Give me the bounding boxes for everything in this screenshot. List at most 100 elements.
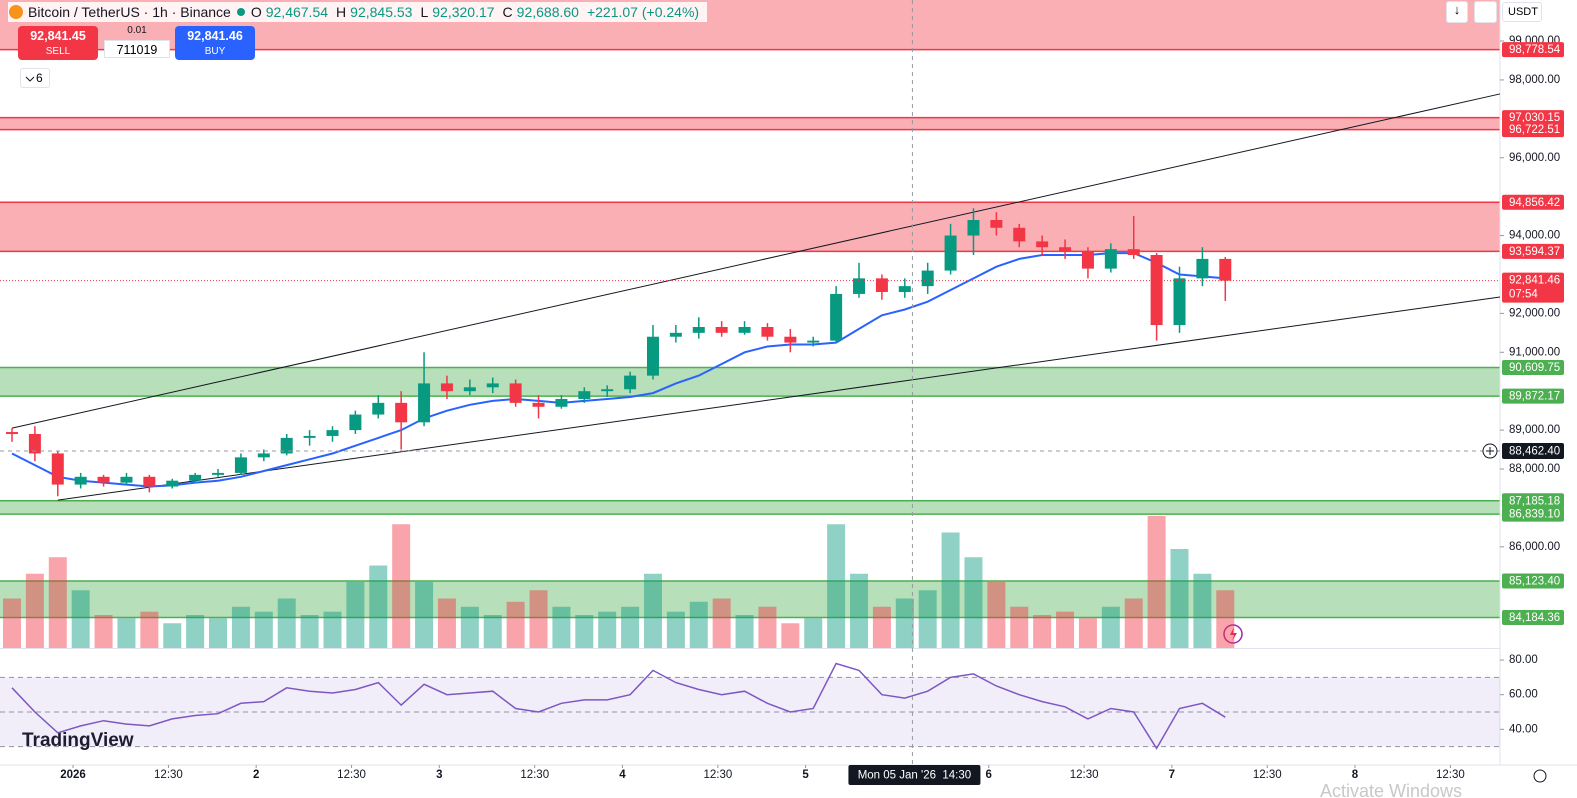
volume-bar — [369, 565, 388, 648]
zone-price-label: 85,123.40 — [1509, 575, 1560, 587]
volume-bar — [598, 611, 617, 648]
x-tick-label: 7 — [1169, 769, 1175, 781]
candle-body — [898, 286, 911, 292]
zone-price-label: 93,594.37 — [1509, 246, 1560, 258]
volume-bar — [735, 615, 754, 648]
volume-bar — [483, 615, 502, 648]
candle-body — [578, 391, 591, 399]
volume-bar — [895, 598, 914, 648]
scroll-down-button[interactable]: ↓ — [1446, 1, 1468, 23]
zone — [0, 580, 1500, 618]
zone-price-label: 89,872.17 — [1509, 391, 1560, 403]
quantity[interactable]: 711019 — [104, 40, 170, 58]
candle-body — [143, 476, 156, 487]
last-price-label: 92,841.46 — [1509, 275, 1560, 287]
crosshair-time-label: Mon 05 Jan '26 14:30 — [858, 770, 971, 782]
volume-bar — [804, 618, 823, 648]
volume-bar — [323, 611, 342, 648]
candle-body — [1150, 255, 1163, 326]
x-tick-label: 12:30 — [1253, 769, 1282, 781]
zone-price-box — [1502, 506, 1564, 522]
volume-bar — [460, 606, 479, 648]
zone-price-box — [1502, 609, 1564, 625]
volume-bar — [346, 582, 365, 648]
volume-bar — [1033, 615, 1052, 648]
volume-bar — [964, 557, 983, 648]
o-value: 92,467.54 — [265, 4, 329, 20]
volume-bar — [1216, 590, 1235, 648]
candle-body — [1081, 251, 1094, 269]
zone-price-box — [1502, 110, 1564, 126]
volume-bar — [231, 606, 250, 648]
h-label: H — [336, 4, 347, 20]
candle-body — [166, 480, 179, 487]
zone-price-label: 86,839.10 — [1509, 509, 1560, 521]
volume-bar — [48, 557, 67, 648]
zone-price-box — [1502, 573, 1564, 589]
h-value: 92,845.53 — [350, 4, 413, 20]
volume-bar — [575, 615, 594, 648]
volume-bar — [117, 618, 136, 648]
step: 0.01 — [127, 25, 147, 36]
zone-price-box — [1502, 359, 1564, 375]
indicators-toggle[interactable]: 6 — [20, 68, 50, 88]
candle-body — [555, 398, 568, 407]
zone-price-label: 84,184.36 — [1509, 612, 1560, 624]
volume-bar — [25, 573, 44, 648]
volume-bar — [918, 590, 937, 648]
candle-body — [280, 437, 293, 454]
sell-button[interactable]: 92,841.45 SELL — [18, 26, 98, 60]
volume-bar — [94, 615, 113, 648]
crosshair-price-box — [1502, 443, 1564, 460]
candle-body — [1036, 241, 1049, 248]
candle-body — [463, 387, 476, 392]
x-tick-label: 12:30 — [337, 769, 366, 781]
volume-bar — [987, 582, 1006, 648]
volume-bar — [1170, 549, 1189, 648]
c-label: C — [502, 4, 513, 20]
volume-bar — [1056, 611, 1075, 648]
indicators-count: 6 — [36, 71, 43, 85]
settings-icon[interactable] — [1533, 769, 1547, 783]
candle-body — [1219, 258, 1232, 281]
buy-price: 92,841.46 — [187, 29, 243, 43]
zone-price-label: 98,778.54 — [1509, 44, 1561, 56]
candle-body — [349, 414, 362, 431]
candle-body — [875, 278, 888, 292]
volume-bar — [643, 573, 662, 648]
candle-body — [692, 326, 705, 333]
volume-bar — [254, 611, 273, 648]
status-dot — [236, 8, 245, 16]
fullscreen-button[interactable] — [1474, 1, 1497, 23]
back-layer — [0, 0, 1500, 619]
volume-bar — [1193, 573, 1212, 648]
y-tick-label: 86,000.00 — [1509, 541, 1560, 553]
candle-body — [303, 435, 316, 438]
volume-bar — [186, 615, 205, 648]
candle-body — [532, 402, 545, 407]
candle-body — [784, 336, 797, 343]
x-tick-label: 12:30 — [1070, 769, 1099, 781]
volume-bar — [415, 582, 434, 648]
countdown: 07:54 — [1509, 289, 1538, 301]
zone-price-box — [1502, 388, 1564, 404]
volume-bar — [529, 590, 548, 648]
sell-label: SELL — [45, 46, 71, 57]
volume-bar — [392, 524, 411, 648]
zone-price-label: 97,030.15 — [1509, 112, 1560, 124]
volume-bar — [872, 606, 891, 648]
buy-button[interactable]: 92,841.46 BUY — [175, 26, 255, 60]
zone-price-label: 90,609.75 — [1509, 362, 1560, 374]
candle-body — [738, 326, 751, 333]
y-tick-label: 88,000.00 — [1509, 463, 1560, 475]
volume-bar — [1101, 606, 1120, 648]
volume-bar — [758, 606, 777, 648]
coin-icon — [9, 5, 23, 19]
currency[interactable]: USDT — [1502, 2, 1542, 22]
zone-price-label: 94,856.42 — [1509, 197, 1560, 209]
symbol[interactable]: Bitcoin / TetherUS · 1h · Binance — [28, 4, 231, 20]
candle-body — [97, 476, 110, 483]
candle-body — [807, 340, 820, 343]
candle-body — [120, 476, 133, 483]
